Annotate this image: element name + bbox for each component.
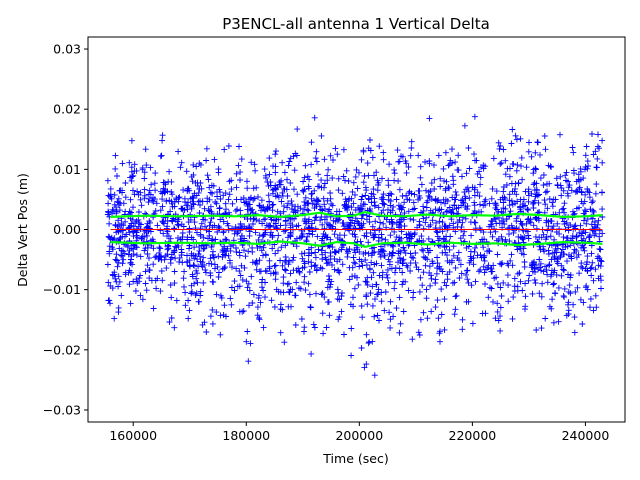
y-tick-label: −0.03 [43, 402, 81, 417]
upper-sigma-line [110, 210, 603, 219]
y-axis-label: Delta Vert Pos (m) [15, 173, 30, 287]
lower-sigma-line [110, 240, 603, 249]
x-tick-label: 200000 [335, 428, 383, 443]
y-tick-label: 0.00 [53, 222, 81, 237]
y-tick-label: 0.01 [53, 162, 81, 177]
x-tick-label: 160000 [109, 428, 157, 443]
y-tick-label: −0.02 [43, 342, 81, 357]
y-tick-label: −0.01 [43, 282, 81, 297]
x-tick-label: 220000 [449, 428, 497, 443]
y-tick-label: 0.03 [53, 42, 81, 57]
x-tick-label: 240000 [562, 428, 610, 443]
chart-title: P3ENCL-all antenna 1 Vertical Delta [222, 15, 490, 33]
x-tick-label: 180000 [222, 428, 270, 443]
x-axis: 160000 180000 200000 220000 240000 [109, 422, 609, 443]
y-tick-label: 0.02 [53, 102, 81, 117]
y-axis: −0.03 −0.02 −0.01 0.00 0.01 0.02 0.03 [43, 42, 88, 417]
x-axis-label: Time (sec) [322, 451, 388, 466]
plot-area [104, 113, 606, 379]
